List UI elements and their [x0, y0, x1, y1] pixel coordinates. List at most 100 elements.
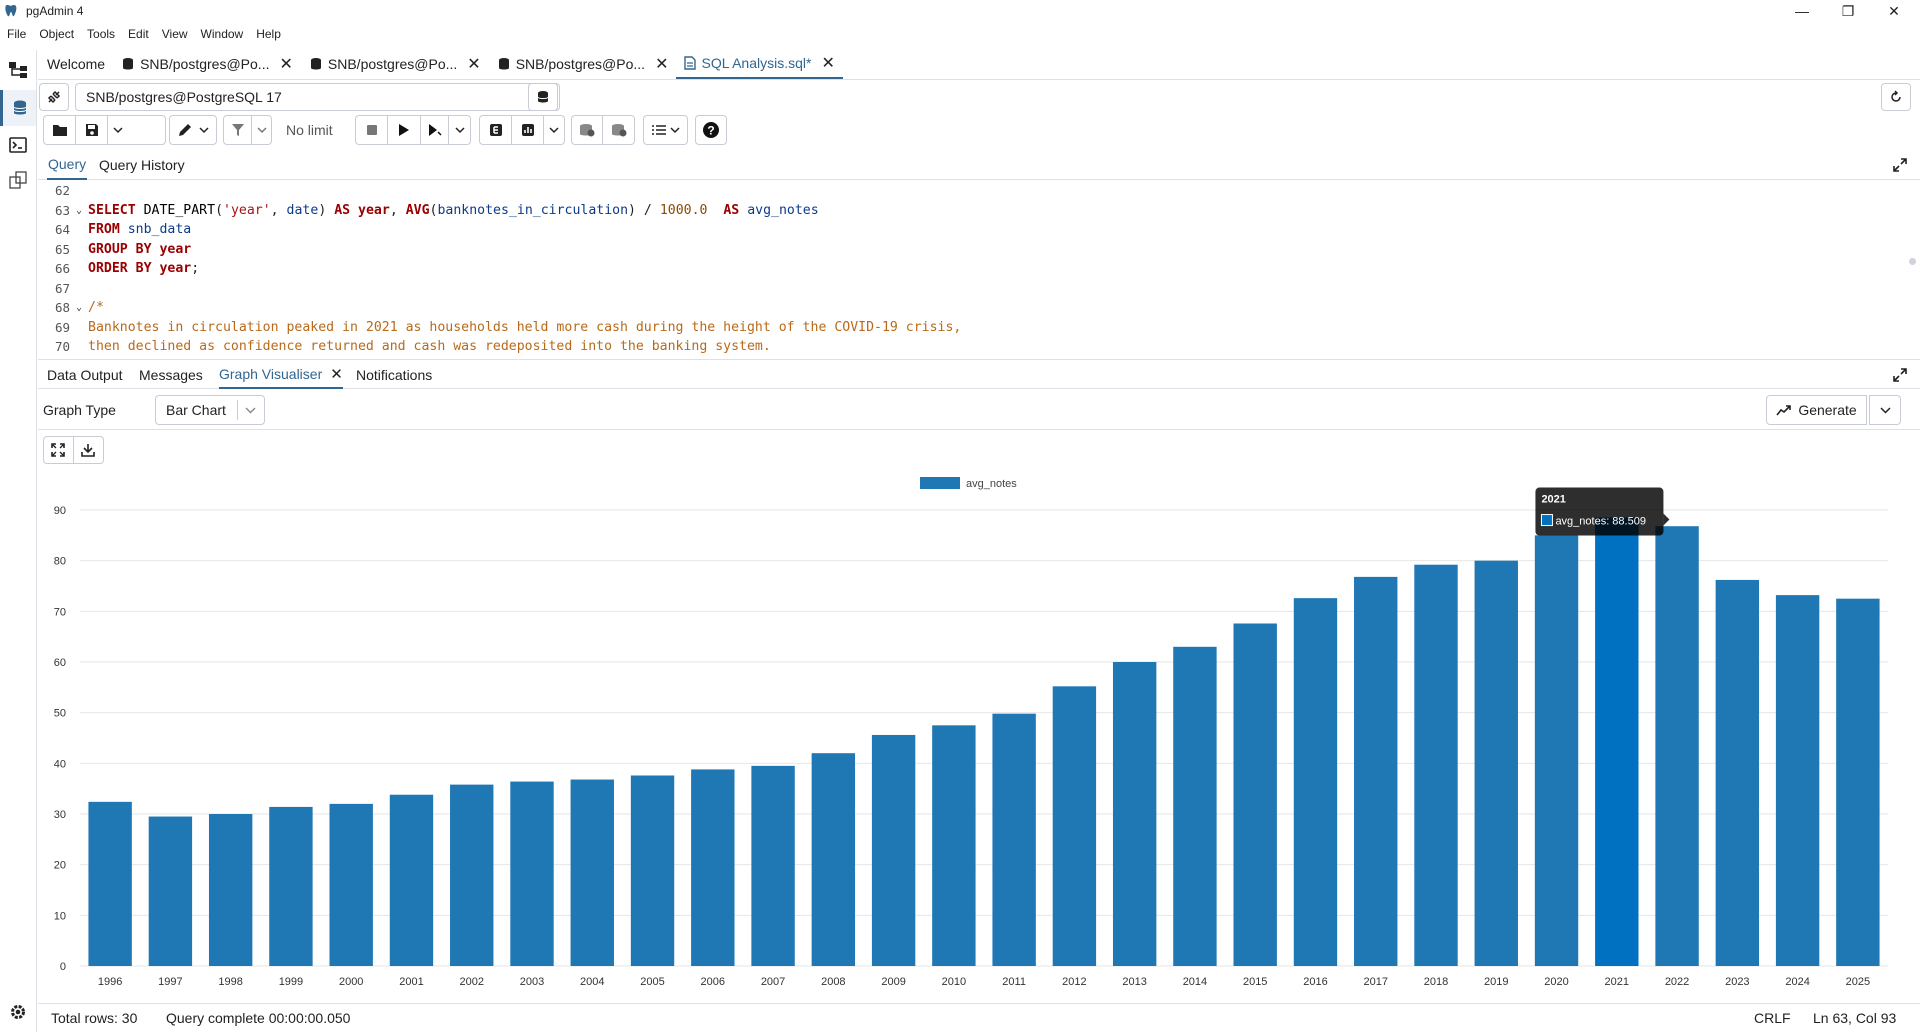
sql-editor[interactable]: 62 63 ⌄ SELECT DATE_PART('year', date) AS…: [38, 181, 1920, 358]
menu-object[interactable]: Object: [39, 27, 75, 41]
generate-button[interactable]: Generate: [1766, 395, 1867, 425]
tab-label: SNB/postgres@Po...: [327, 56, 458, 72]
tab-query-history[interactable]: Query History: [99, 150, 185, 180]
menu-tools[interactable]: Tools: [87, 27, 116, 41]
save-options-button[interactable]: [108, 116, 128, 144]
line-number: 70: [54, 339, 70, 355]
x-tick-label: 2022: [1665, 976, 1689, 988]
filter-options-button[interactable]: [252, 116, 271, 144]
chevron-down-icon: [455, 127, 465, 134]
x-tick-label: 2025: [1846, 976, 1870, 988]
tab-label: Data Output: [47, 366, 123, 383]
help-button[interactable]: ?: [696, 116, 726, 144]
tab-query-1[interactable]: SNB/postgres@Po... ✕: [113, 49, 301, 79]
psql-tool-button[interactable]: [0, 127, 36, 163]
tab-query-2[interactable]: SNB/postgres@Po... ✕: [301, 49, 489, 79]
database-icon: [498, 58, 509, 70]
download-button[interactable]: [74, 437, 103, 463]
x-tick-label: 2017: [1363, 976, 1387, 988]
close-tab-icon[interactable]: ✕: [279, 56, 293, 73]
rollback-button[interactable]: [603, 116, 634, 144]
x-tick-label: 2019: [1484, 976, 1508, 988]
refresh-button[interactable]: [1881, 83, 1911, 111]
help-icon: ?: [703, 122, 719, 138]
tab-query-3[interactable]: SNB/postgres@Po... ✕: [489, 49, 677, 79]
bar: [1112, 662, 1157, 966]
graph-type-select[interactable]: Bar Chart: [155, 395, 265, 425]
zoom-to-fit-button[interactable]: [44, 437, 74, 463]
expand-results-button[interactable]: [1893, 360, 1907, 389]
new-connection-button[interactable]: [528, 83, 558, 111]
filter-button[interactable]: [224, 116, 253, 144]
macros-button[interactable]: [644, 116, 687, 144]
close-tab-icon[interactable]: ✕: [655, 56, 669, 73]
stop-icon: [366, 125, 377, 135]
query-panel-tabs: Query Query History: [38, 150, 1920, 180]
close-tab-icon[interactable]: ✕: [467, 56, 481, 73]
menu-edit[interactable]: Edit: [128, 27, 149, 41]
close-tab-icon[interactable]: ✕: [330, 365, 343, 383]
row-limit-label: No limit: [286, 122, 333, 138]
close-window-button[interactable]: ✕: [1888, 2, 1900, 19]
x-tick-label: 2010: [942, 976, 966, 988]
tab-notifications[interactable]: Notifications: [356, 360, 432, 389]
tab-data-output[interactable]: Data Output: [47, 360, 123, 389]
x-tick-label: 2018: [1424, 976, 1448, 988]
tab-sql-analysis[interactable]: SQL Analysis.sql* ✕: [676, 49, 843, 79]
menu-window[interactable]: Window: [200, 27, 244, 41]
schema-diff-button[interactable]: [0, 162, 36, 198]
code-text: /*: [88, 300, 104, 316]
save-file-button[interactable]: [76, 116, 108, 144]
generate-options-button[interactable]: [1869, 395, 1901, 425]
menu-help[interactable]: Help: [256, 27, 281, 41]
bar: [1595, 517, 1639, 966]
maximize-button[interactable]: ❐: [1841, 2, 1855, 19]
execute-options-button[interactable]: [421, 116, 450, 144]
x-tick-label: 2009: [881, 976, 905, 988]
open-file-button[interactable]: [44, 116, 76, 144]
execute-button[interactable]: [388, 116, 421, 144]
bar-chart[interactable]: 0 10 20 30 40 50 60 70 80 90 1996 1997 1998 1999 2000 2…: [38, 430, 1920, 1002]
window-title: pgAdmin 4: [26, 4, 84, 18]
editor-line: 63 ⌄ SELECT DATE_PART('year', date) AS ye…: [38, 201, 1918, 221]
tab-query[interactable]: Query: [47, 150, 88, 180]
x-tick-label: 2006: [701, 976, 725, 988]
x-tick-label: 2024: [1785, 976, 1809, 988]
status-bar: Total rows: 30 Query complete 00:00:00.0…: [38, 1003, 1920, 1032]
chart-bar-icon: [521, 124, 534, 136]
x-tick-label: 2013: [1122, 976, 1146, 988]
explain-options-button[interactable]: [544, 116, 564, 144]
scroll-indicator[interactable]: [1909, 258, 1916, 265]
execute-dropdown-button[interactable]: [449, 116, 470, 144]
explain-button[interactable]: [480, 116, 512, 144]
connection-status-button[interactable]: [39, 83, 69, 111]
editor-line: 66 ORDER BY year;: [38, 259, 1918, 279]
y-tick-label: 70: [54, 606, 66, 618]
query-tool-button[interactable]: [0, 90, 36, 126]
fold-chevron-icon[interactable]: ⌄: [75, 204, 83, 216]
tab-messages[interactable]: Messages: [139, 360, 203, 389]
tab-welcome[interactable]: Welcome: [38, 49, 113, 79]
connection-select[interactable]: SNB/postgres@PostgreSQL 17: [75, 83, 560, 111]
stop-button[interactable]: [356, 116, 389, 144]
menu-view[interactable]: View: [161, 27, 188, 41]
edit-button[interactable]: [170, 116, 216, 144]
explain-analyze-button[interactable]: [512, 116, 544, 144]
settings-button[interactable]: [0, 994, 36, 1030]
editor-line: 67: [38, 279, 1918, 299]
fold-chevron-icon[interactable]: ⌄: [75, 302, 83, 314]
close-tab-icon[interactable]: ✕: [821, 55, 835, 72]
expand-editor-button[interactable]: [1893, 150, 1907, 180]
commit-button[interactable]: [572, 116, 604, 144]
chevron-down-icon: [257, 127, 267, 134]
minimize-button[interactable]: —: [1795, 3, 1809, 19]
tab-graph-visualiser[interactable]: Graph Visualiser ✕: [219, 360, 343, 389]
title-bar: pgAdmin 4 — ❐ ✕: [0, 0, 1920, 22]
database-icon: [537, 91, 549, 103]
database-commit-icon: [580, 124, 595, 137]
bar: [992, 713, 1036, 966]
menu-file[interactable]: File: [7, 27, 27, 41]
line-number: 65: [54, 241, 70, 257]
generate-label: Generate: [1798, 402, 1857, 418]
object-explorer-button[interactable]: [0, 52, 36, 88]
